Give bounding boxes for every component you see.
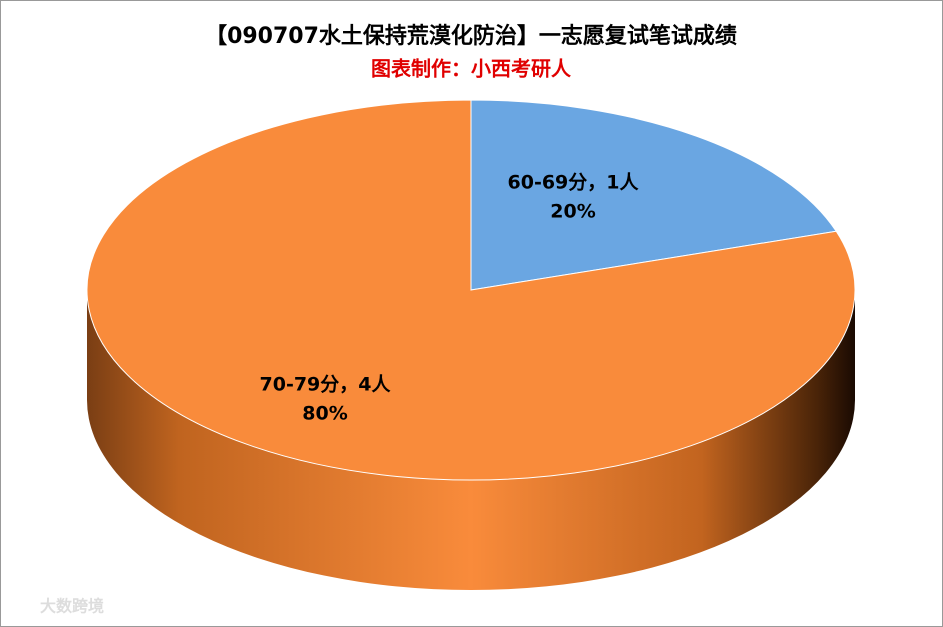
chart-title: 【090707水土保持荒漠化防治】一志愿复试笔试成绩 — [205, 23, 737, 49]
data-label-value: 80% — [302, 403, 347, 425]
pie-side — [87, 290, 855, 590]
data-label: 70-79分，4人 — [260, 374, 392, 396]
watermark: 大数跨境 — [40, 597, 104, 616]
data-label: 60-69分，1人 — [508, 172, 640, 194]
pie: 60-69分，1人 20% 70-79分，4人 80% — [86, 99, 856, 590]
chart-subtitle: 图表制作：小西考研人 — [371, 57, 572, 81]
pie-slice — [86, 99, 856, 481]
pie-slice — [470, 99, 838, 291]
data-label-value: 20% — [550, 201, 595, 223]
